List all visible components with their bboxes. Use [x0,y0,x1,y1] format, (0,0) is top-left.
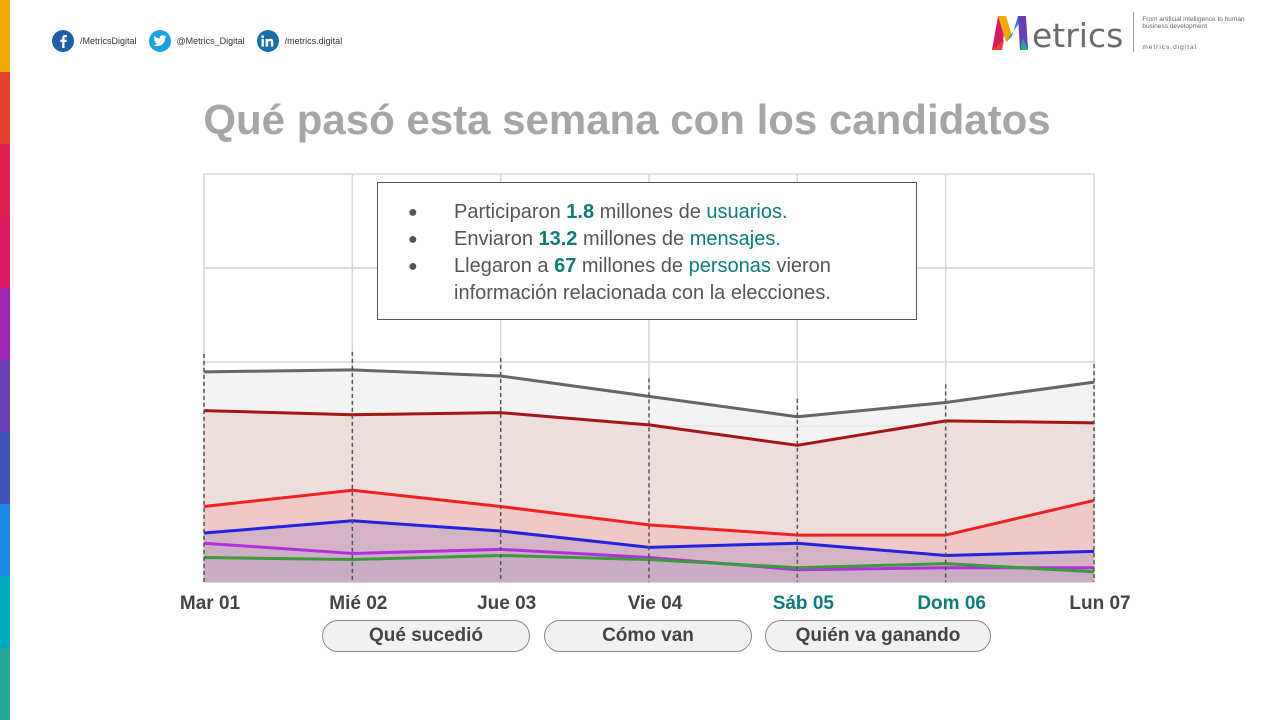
metrics-logo: etrics From artificial intelligence to h… [990,10,1254,55]
x-tick-label: Mar 01 [179,593,241,614]
como-van-button[interactable]: Cómo van [544,620,752,652]
brand-strip-segment [0,72,10,144]
facebook-handle: /MetricsDigital [80,36,137,46]
brand-strip-segment [0,576,10,648]
logo-wordmark: etrics [1032,16,1124,55]
series-line-verde [203,553,1095,574]
summary-item-users: ● Participaron 1.8 millones de usuarios. [408,199,916,226]
brand-strip-segment [0,360,10,432]
bullet-icon: ● [408,204,418,221]
twitter-link[interactable]: @Metrics_Digital [148,30,245,52]
brand-strip-segment [0,648,10,720]
x-tick-label: Lun 07 [1069,593,1131,614]
facebook-link[interactable]: /MetricsDigital [52,30,137,52]
facebook-icon [52,30,74,52]
brand-color-strip [0,0,10,720]
brand-strip-segment [0,504,10,576]
brand-strip-segment [0,144,10,216]
x-tick-label: Jue 03 [477,593,537,614]
social-links: /MetricsDigital @Metrics_Digital /metric… [52,30,354,52]
linkedin-icon [256,30,279,52]
logo-url: metrics.digital [1142,44,1198,51]
logo-divider [1133,12,1135,52]
linkedin-link[interactable]: /metrics.digital [256,30,343,52]
que-sucedio-button[interactable]: Qué sucedió [322,620,530,652]
brand-strip-segment [0,0,10,72]
bullet-icon: ● [408,231,418,248]
brand-strip-segment [0,216,10,288]
linkedin-handle: /metrics.digital [284,36,343,46]
logo-tagline: From artificial intelligence to human bu… [1142,16,1245,30]
summary-box: ● Participaron 1.8 millones de usuarios.… [377,182,917,320]
x-tick-label: Sáb 05 [772,593,834,614]
summary-item-reach-cont: información relacionada con la eleccione… [454,282,831,304]
chart-dashed-markers [203,351,1095,582]
brand-strip-segment [0,432,10,504]
summary-item-messages: ● Enviaron 13.2 millones de mensajes. [408,226,916,253]
page-title: Qué pasó esta semana con los candidatos [203,96,1051,143]
bullet-icon: ● [408,258,418,275]
summary-item-reach: ● Llegaron a 67 millones de personas vie… [408,253,916,280]
x-tick-label: Dom 06 [917,593,986,614]
twitter-icon [148,30,171,52]
metrics-m-icon [992,16,1028,50]
x-tick-label: Mié 02 [329,593,388,614]
quien-va-ganando-button[interactable]: Quién va ganando [765,620,991,652]
brand-strip-segment [0,288,10,360]
twitter-handle: @Metrics_Digital [176,36,245,46]
x-tick-label: Vie 04 [627,593,683,614]
